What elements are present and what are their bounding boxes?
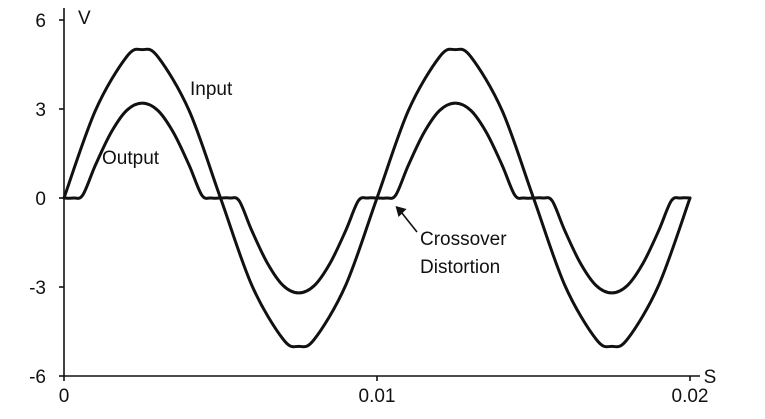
y-tick-label: 0 bbox=[35, 189, 46, 210]
annotation-crossover-line-2: Distortion bbox=[420, 257, 500, 278]
annotation-crossover-line-1: Crossover bbox=[420, 229, 507, 250]
series-line-output bbox=[62, 101, 692, 295]
annotation-output-label: Output bbox=[102, 148, 160, 169]
x-tick-label: 0 bbox=[59, 386, 70, 407]
x-tick-label: 0.01 bbox=[359, 386, 396, 407]
y-tick-label: -3 bbox=[29, 278, 46, 299]
y-tick-label: 3 bbox=[35, 100, 46, 121]
axes bbox=[59, 8, 700, 381]
crossover-arrow-shaft bbox=[398, 209, 418, 233]
labels-group: 6 3 0 -3 -6 0 0.01 0.02 V S Input Output Crossover Di… bbox=[29, 8, 716, 407]
series-group bbox=[62, 47, 692, 349]
y-axis-unit-label: V bbox=[78, 8, 91, 29]
x-tick-label: 0.02 bbox=[672, 386, 709, 407]
y-tick-label: 6 bbox=[35, 11, 46, 32]
annotation-input-label: Input bbox=[190, 79, 233, 100]
crossover-arrow-head bbox=[395, 206, 407, 217]
y-tick-label: -6 bbox=[29, 367, 46, 388]
x-axis-unit-label: S bbox=[704, 367, 717, 388]
